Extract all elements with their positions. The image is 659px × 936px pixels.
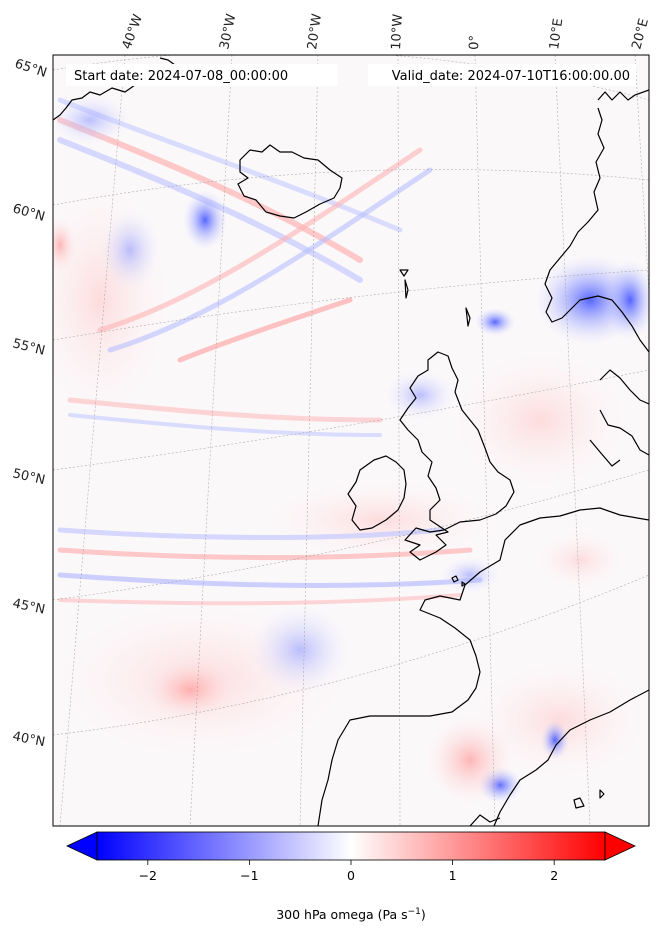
lon-label-30w: 30°W: [217, 12, 239, 50]
colorbar-label-exp: −1: [408, 907, 421, 917]
colorbar: −2 −1 0 1 2 300 hPa omega (Pa s−1): [66, 831, 636, 922]
colorbar-label-close: ): [421, 907, 426, 922]
ascent-patch-scotland: [385, 370, 455, 420]
channel-islands: [451, 575, 466, 587]
lon-label-20e: 20°E: [629, 17, 652, 51]
colorbar-extend-low: [66, 831, 98, 861]
sinking-patch-iberia-interior: [425, 715, 515, 805]
lat-label-60n: 60°N: [11, 201, 47, 224]
sinking-area-iberia: [470, 660, 649, 780]
valid-date-box: [368, 64, 636, 86]
colorbar-tick-label: −1: [240, 868, 258, 883]
ascent-patch-skagerrak: [605, 260, 649, 340]
longitude-labels: 40°W 30°W 20°W 10°W 0° 10°E 20°E: [120, 12, 652, 51]
lon-label-0: 0°: [467, 35, 483, 50]
faroe-shetland: [399, 269, 471, 327]
colorbar-tick-label: 0: [347, 868, 355, 883]
omega-field: [53, 95, 649, 805]
ascent-patch-atlantic: [250, 605, 350, 695]
sinking-patch-southwest: [145, 660, 235, 720]
ireland: [347, 455, 407, 531]
lat-label-65n: 65°N: [13, 57, 49, 81]
sinking-patch-west-edge: [53, 217, 76, 273]
map-panel: Start date: 2024-07-08_00:00:00 Valid_da…: [52, 54, 650, 827]
iceland-coast: [237, 144, 343, 219]
lon-label-10e: 10°E: [547, 18, 566, 51]
header-labels: Start date: 2024-07-08_00:00:00 Valid_da…: [66, 64, 636, 86]
valid-date-label: Valid_date: 2024-07-10T16:00:00.00: [392, 69, 630, 84]
ascent-patch-west: [100, 210, 160, 290]
continental-europe-coast: [317, 507, 649, 826]
ascent-patch-greenland-tip: [53, 95, 130, 145]
lat-label-45n: 45°N: [11, 596, 46, 617]
north-africa-coast: [469, 814, 501, 826]
lon-label-20w: 20°W: [305, 13, 325, 51]
iberia-mediterranean-coast: [493, 689, 649, 826]
sinking-area-west: [53, 180, 170, 420]
lat-label-50n: 50°N: [11, 466, 46, 488]
ascent-patch-northsea: [475, 308, 515, 336]
lat-label-40n: 40°N: [11, 729, 46, 750]
lat-label-55n: 55°N: [11, 336, 46, 358]
norway: [544, 89, 649, 353]
colorbar-label-main: 300 hPa omega (Pa s: [276, 907, 407, 922]
sweden-denmark: [589, 369, 649, 467]
colorbar-extend-high: [604, 831, 636, 861]
lon-label-40w: 40°W: [120, 12, 146, 51]
scotland-england: [399, 351, 515, 561]
map-frame: [52, 54, 650, 827]
sinking-patch-france: [535, 530, 625, 590]
sinking-area-north-sea: [450, 350, 630, 490]
lon-label-10w: 10°W: [389, 13, 406, 50]
start-date-label: Start date: 2024-07-08_00:00:00: [74, 69, 288, 84]
latitude-labels: 65°N 60°N 55°N 50°N 45°N 40°N: [11, 57, 49, 751]
colorbar-ticks: −2 −1 0 1 2: [139, 860, 558, 883]
ascent-patch-biscay: [440, 557, 500, 593]
graticule-lines: [53, 55, 649, 826]
colorbar-body: [96, 831, 606, 861]
ascent-patch-east-spain: [541, 720, 569, 760]
colorbar-tick-label: 2: [550, 868, 558, 883]
start-date-box: [66, 64, 338, 86]
colorbar-label: 300 hPa omega (Pa s−1): [276, 907, 426, 922]
ascent-patch-iceland-south: [183, 190, 227, 250]
colorbar-tick-label: −2: [139, 868, 157, 883]
balearic-islands: [573, 789, 605, 809]
colorbar-tick-label: 1: [449, 868, 457, 883]
